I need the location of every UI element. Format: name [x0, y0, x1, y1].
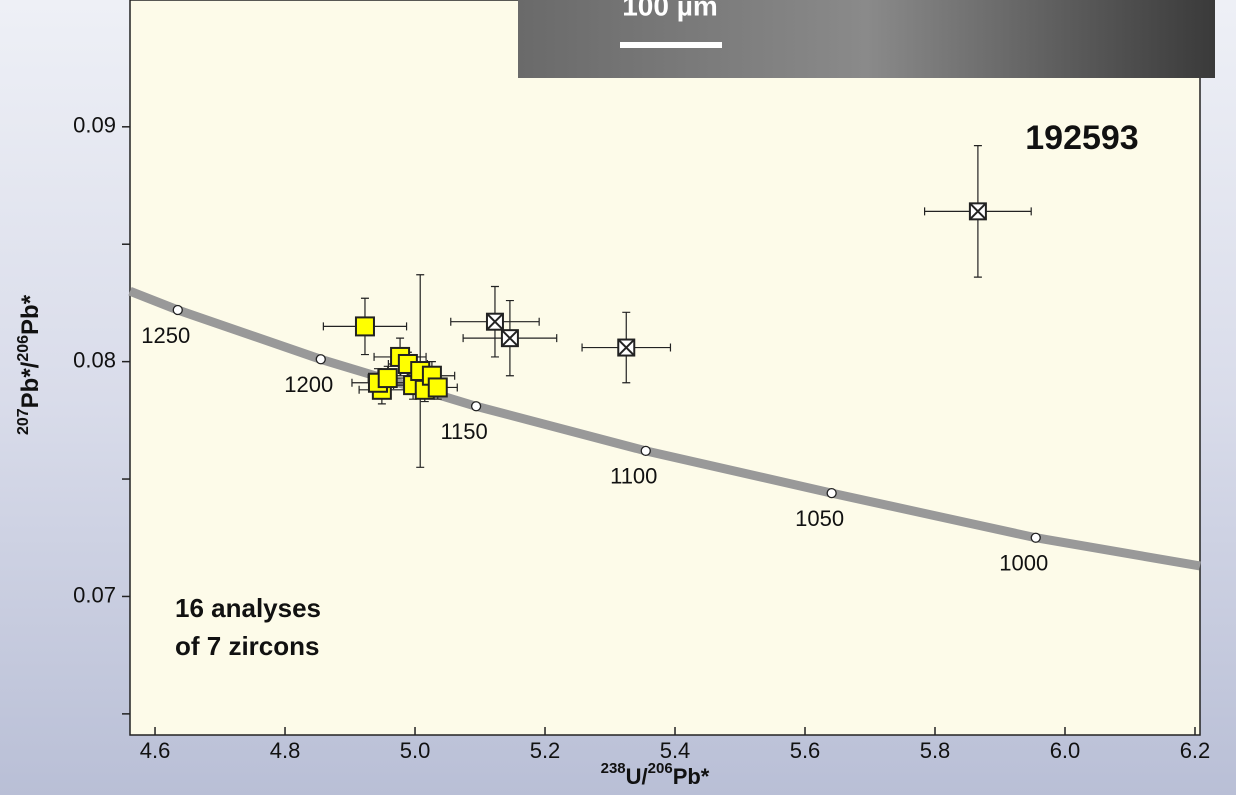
point-cross: [501, 329, 519, 347]
age-marker: [315, 354, 326, 365]
sample-label: 192593: [1025, 119, 1138, 157]
x-tick-label: 6.2: [1180, 738, 1211, 763]
concordia-curve: [128, 286, 1201, 571]
label-part: Pb*: [17, 294, 44, 335]
point-square: [354, 316, 375, 337]
label-part: 206: [648, 760, 673, 777]
x-tick-label: 5.0: [400, 738, 431, 763]
plot-area: [129, 0, 1201, 736]
x-tick-label: 5.8: [920, 738, 951, 763]
data-point: [377, 368, 398, 389]
age-marker: [470, 401, 482, 412]
point-cross: [617, 338, 635, 357]
x-tick-label: 4.6: [140, 738, 171, 763]
scale-bar-label: 100 µm: [622, 0, 718, 21]
age-marker: [826, 487, 837, 499]
note: 16 analyses: [175, 593, 321, 623]
y-axis-label: 207Pb*/206Pb*: [15, 294, 45, 435]
data-point: [485, 312, 504, 331]
point-cross: [486, 313, 504, 331]
age-label: 1250: [141, 323, 190, 348]
age-marker: [1030, 532, 1041, 543]
x-tick-label: 5.4: [660, 738, 691, 763]
label-part: Pb*/: [17, 361, 44, 408]
age-marker: [640, 445, 651, 457]
data-point: [427, 377, 448, 398]
age-label: 1150: [440, 419, 487, 444]
y-tick-label: 0.07: [73, 582, 116, 607]
data-point: [354, 316, 375, 337]
age-label: 1050: [795, 506, 844, 531]
x-tick-label: 5.6: [790, 738, 821, 763]
label-part: Pb*: [673, 764, 710, 789]
x-tick-label: 5.2: [530, 738, 561, 763]
sem-image: [518, 0, 1215, 78]
label-part: 207: [15, 408, 32, 435]
data-point: [500, 329, 519, 348]
x-tick-label: 4.8: [270, 738, 301, 763]
x-axis-label: 238U/206Pb*: [601, 760, 710, 788]
point-square: [377, 368, 398, 389]
label-part: 206: [15, 335, 32, 362]
age-label: 1200: [284, 372, 333, 397]
label-part: 238: [601, 760, 626, 777]
data-point: [617, 338, 636, 357]
age-marker: [172, 304, 183, 316]
point-square: [427, 377, 448, 398]
age-label: 1100: [610, 464, 657, 489]
y-tick-label: 0.09: [73, 113, 116, 138]
x-tick-label: 6.0: [1050, 738, 1081, 763]
label-part: U/: [626, 764, 648, 789]
plot-layer: 4.6 4.8 5.0 5.2 5.4 5.6 5.8 6.0 6.2 0.07 0.08 0.09 1…: [73, 113, 1210, 763]
data-point: [968, 202, 987, 221]
age-label: 1000: [999, 551, 1048, 576]
point-cross: [969, 202, 987, 221]
note: of 7 zircons: [175, 631, 319, 661]
y-tick-label: 0.08: [73, 347, 116, 372]
